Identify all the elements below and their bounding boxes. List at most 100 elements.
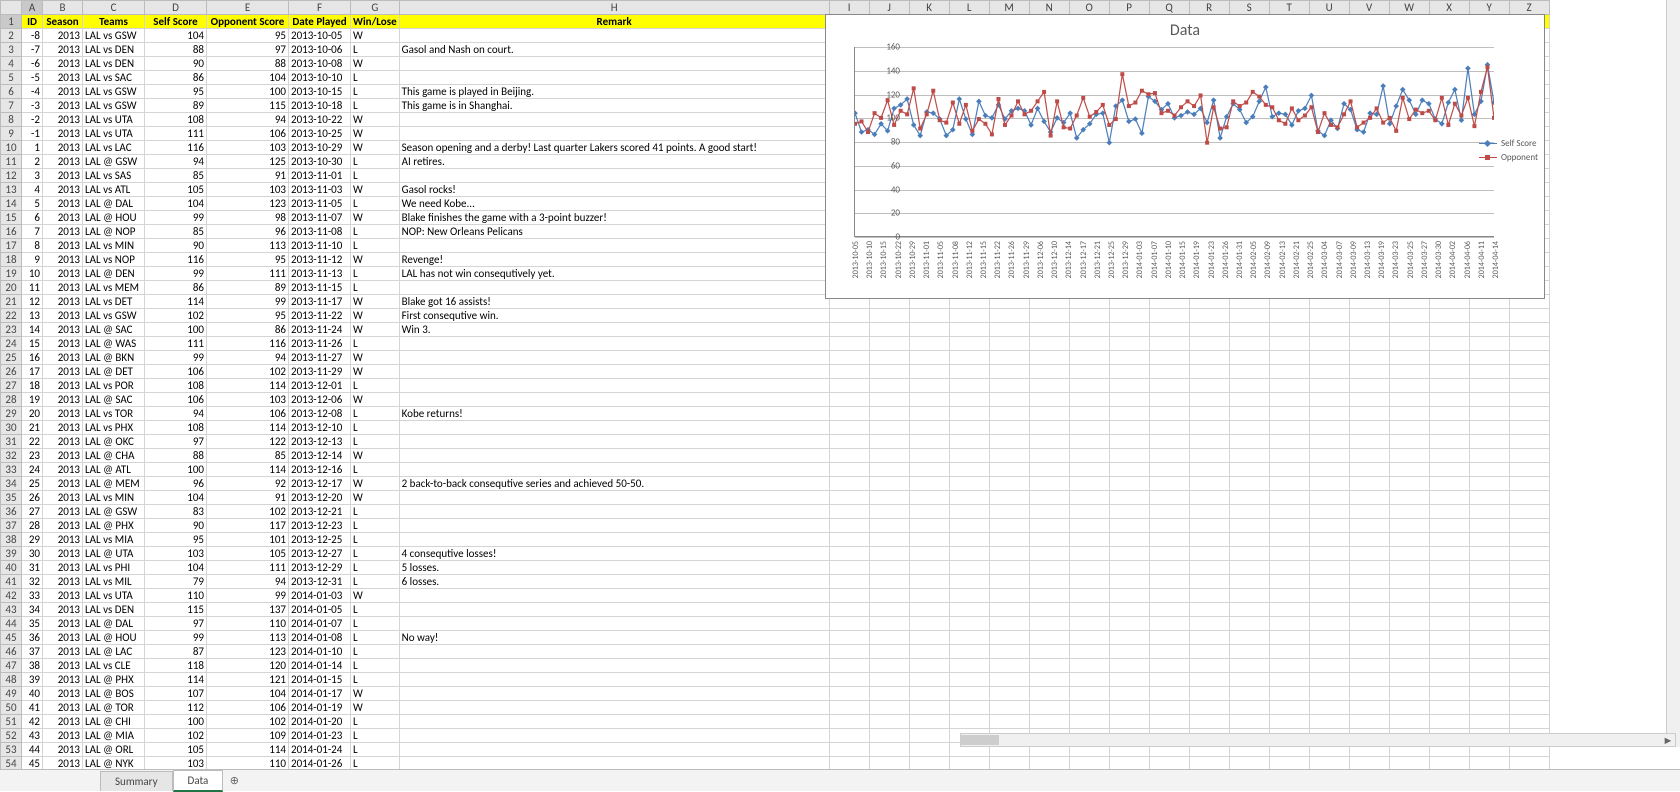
cell-8A[interactable]: -2 <box>22 113 43 127</box>
cell-34D[interactable]: 96 <box>145 477 207 491</box>
cell-30M[interactable] <box>989 421 1029 435</box>
cell-29W[interactable] <box>1389 407 1429 421</box>
col-header-D[interactable]: D <box>145 1 207 15</box>
cell-42E[interactable]: 99 <box>207 589 289 603</box>
cell-39E[interactable]: 105 <box>207 547 289 561</box>
cell-42Z[interactable] <box>1509 589 1549 603</box>
cell-48P[interactable] <box>1109 673 1149 687</box>
cell-25W[interactable] <box>1389 351 1429 365</box>
cell-23D[interactable]: 100 <box>145 323 207 337</box>
cell-16H[interactable]: NOP: New Orleans Pelicans <box>399 225 829 239</box>
cell-40Y[interactable] <box>1469 561 1509 575</box>
col-header-P[interactable]: P <box>1109 1 1149 15</box>
cell-50C[interactable]: LAL @ TOR <box>83 701 145 715</box>
cell-33Z[interactable] <box>1509 463 1549 477</box>
cell-25F[interactable]: 2013-11-27 <box>289 351 351 365</box>
cell-51N[interactable] <box>1029 715 1069 729</box>
cell-43X[interactable] <box>1429 603 1469 617</box>
cell-6E[interactable]: 100 <box>207 85 289 99</box>
cell-25A[interactable]: 16 <box>22 351 43 365</box>
cell-48C[interactable]: LAL @ PHX <box>83 673 145 687</box>
cell-41V[interactable] <box>1349 575 1389 589</box>
cell-33Q[interactable] <box>1149 463 1189 477</box>
cell-30U[interactable] <box>1309 421 1349 435</box>
cell-49Q[interactable] <box>1149 687 1189 701</box>
cell-33Y[interactable] <box>1469 463 1509 477</box>
cell-46U[interactable] <box>1309 645 1349 659</box>
cell-25P[interactable] <box>1109 351 1149 365</box>
cell-1B[interactable]: Season <box>43 15 83 29</box>
row-header-48[interactable]: 48 <box>1 673 22 687</box>
cell-34T[interactable] <box>1269 477 1309 491</box>
cell-42T[interactable] <box>1269 589 1309 603</box>
cell-20D[interactable]: 86 <box>145 281 207 295</box>
row-header-38[interactable]: 38 <box>1 533 22 547</box>
cell-38M[interactable] <box>989 533 1029 547</box>
cell-19C[interactable]: LAL @ DEN <box>83 267 145 281</box>
cell-33S[interactable] <box>1229 463 1269 477</box>
cell-51L[interactable] <box>949 715 989 729</box>
cell-24Y[interactable] <box>1469 337 1509 351</box>
cell-50O[interactable] <box>1069 701 1109 715</box>
cell-24D[interactable]: 111 <box>145 337 207 351</box>
cell-31S[interactable] <box>1229 435 1269 449</box>
cell-6G[interactable]: L <box>351 85 400 99</box>
cell-33P[interactable] <box>1109 463 1149 477</box>
cell-41R[interactable] <box>1189 575 1229 589</box>
cell-39Q[interactable] <box>1149 547 1189 561</box>
cell-41H[interactable]: 6 losses. <box>399 575 829 589</box>
cell-22O[interactable] <box>1069 309 1109 323</box>
row-header-27[interactable]: 27 <box>1 379 22 393</box>
cell-9E[interactable]: 106 <box>207 127 289 141</box>
cell-27U[interactable] <box>1309 379 1349 393</box>
cell-48Q[interactable] <box>1149 673 1189 687</box>
cell-11G[interactable]: L <box>351 155 400 169</box>
cell-41F[interactable]: 2013-12-31 <box>289 575 351 589</box>
row-header-12[interactable]: 12 <box>1 169 22 183</box>
cell-51W[interactable] <box>1389 715 1429 729</box>
cell-49P[interactable] <box>1109 687 1149 701</box>
cell-33W[interactable] <box>1389 463 1429 477</box>
cell-26B[interactable]: 2013 <box>43 365 83 379</box>
cell-52A[interactable]: 43 <box>22 729 43 743</box>
cell-53H[interactable] <box>399 743 829 757</box>
cell-40E[interactable]: 111 <box>207 561 289 575</box>
cell-21F[interactable]: 2013-11-17 <box>289 295 351 309</box>
cell-40W[interactable] <box>1389 561 1429 575</box>
cell-44R[interactable] <box>1189 617 1229 631</box>
col-header-S[interactable]: S <box>1229 1 1269 15</box>
cell-45M[interactable] <box>989 631 1029 645</box>
cell-40L[interactable] <box>949 561 989 575</box>
cell-16A[interactable]: 7 <box>22 225 43 239</box>
cell-53F[interactable]: 2014-01-24 <box>289 743 351 757</box>
row-header-19[interactable]: 19 <box>1 267 22 281</box>
cell-52F[interactable]: 2014-01-23 <box>289 729 351 743</box>
row-header-11[interactable]: 11 <box>1 155 22 169</box>
row-header-51[interactable]: 51 <box>1 715 22 729</box>
row-header-13[interactable]: 13 <box>1 183 22 197</box>
cell-2B[interactable]: 2013 <box>43 29 83 43</box>
cell-50G[interactable]: W <box>351 701 400 715</box>
cell-35P[interactable] <box>1109 491 1149 505</box>
cell-52D[interactable]: 102 <box>145 729 207 743</box>
cell-34G[interactable]: W <box>351 477 400 491</box>
cell-29T[interactable] <box>1269 407 1309 421</box>
row-header-24[interactable]: 24 <box>1 337 22 351</box>
cell-37U[interactable] <box>1309 519 1349 533</box>
cell-15C[interactable]: LAL @ HOU <box>83 211 145 225</box>
cell-46A[interactable]: 37 <box>22 645 43 659</box>
cell-32P[interactable] <box>1109 449 1149 463</box>
cell-39M[interactable] <box>989 547 1029 561</box>
cell-23B[interactable]: 2013 <box>43 323 83 337</box>
cell-35E[interactable]: 91 <box>207 491 289 505</box>
cell-39B[interactable]: 2013 <box>43 547 83 561</box>
cell-31D[interactable]: 97 <box>145 435 207 449</box>
cell-45R[interactable] <box>1189 631 1229 645</box>
cell-23G[interactable]: W <box>351 323 400 337</box>
cell-52J[interactable] <box>869 729 909 743</box>
cell-17E[interactable]: 113 <box>207 239 289 253</box>
cell-39L[interactable] <box>949 547 989 561</box>
cell-34R[interactable] <box>1189 477 1229 491</box>
cell-19H[interactable]: LAL has not win consequtively yet. <box>399 267 829 281</box>
cell-30G[interactable]: L <box>351 421 400 435</box>
